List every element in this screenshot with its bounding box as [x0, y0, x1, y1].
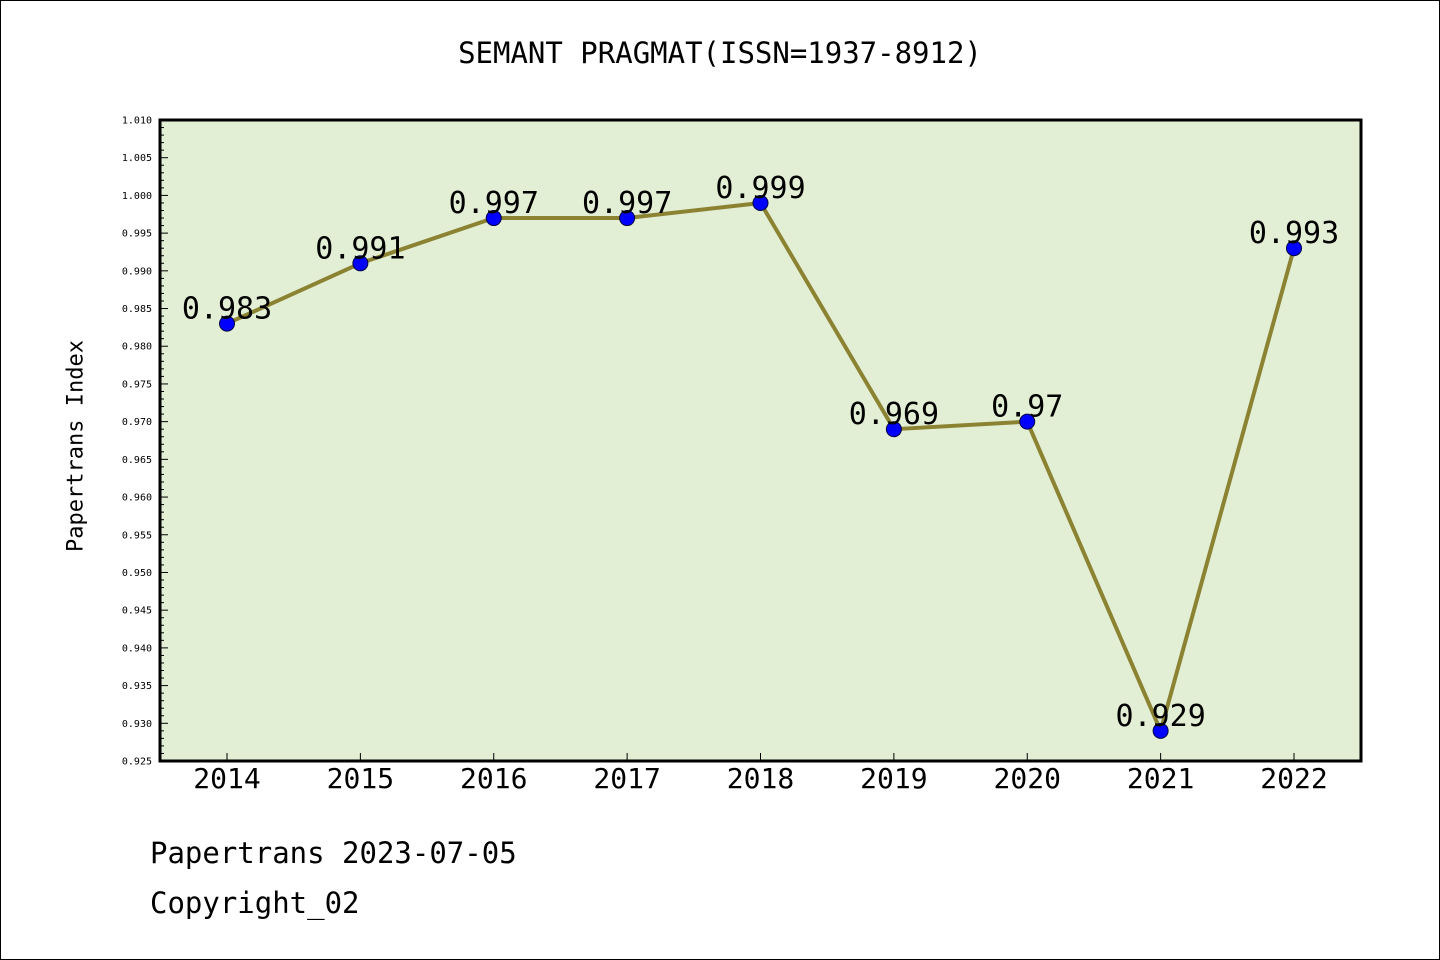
x-tick-label: 2016 — [460, 762, 527, 795]
y-tick-label: 0.985 — [122, 304, 152, 315]
y-tick-label: 0.940 — [122, 643, 152, 654]
y-tick-label: 0.955 — [122, 530, 152, 541]
y-tick-label: 0.935 — [122, 681, 152, 692]
data-label: 0.991 — [315, 231, 405, 266]
x-tick-label: 2020 — [994, 762, 1061, 795]
footer-copyright-text: Copyright_02 — [150, 886, 360, 920]
x-tick-label: 2017 — [593, 762, 660, 795]
series-layer: 0.983 0.991 0.997 0.997 0.999 0.969 0.97 0.929 0… — [182, 171, 1339, 739]
data-label: 0.993 — [1249, 216, 1339, 251]
y-tick-label: 0.950 — [122, 568, 152, 579]
y-tick-label: 0.930 — [122, 719, 152, 730]
y-axis-ticks: 0.925 0.930 0.935 0.940 0.945 0.950 0.955 0.960… — [122, 116, 168, 768]
x-tick-label: 2022 — [1260, 762, 1327, 795]
data-point-marker — [1152, 722, 1169, 739]
x-tick-label: 2014 — [193, 762, 260, 795]
y-tick-label: 0.990 — [122, 266, 152, 277]
x-tick-label: 2021 — [1127, 762, 1194, 795]
data-point-marker — [485, 210, 502, 227]
y-tick-label: 0.980 — [122, 342, 152, 353]
data-label: 0.983 — [182, 292, 272, 327]
data-label: 0.997 — [449, 186, 539, 221]
footer-date-text: Papertrans 2023-07-05 — [150, 836, 517, 870]
x-tick-label: 2018 — [727, 762, 794, 795]
data-point-marker — [885, 421, 902, 438]
chart-title: SEMANT PRAGMAT(ISSN=1937-8912) — [458, 36, 982, 70]
y-tick-label: 0.945 — [122, 606, 152, 617]
y-tick-label: 0.970 — [122, 417, 152, 428]
data-point-marker — [619, 210, 636, 227]
data-label: 0.969 — [849, 397, 939, 432]
data-label: 0.97 — [991, 390, 1063, 425]
y-tick-label: 0.995 — [122, 229, 152, 240]
x-tick-label: 2019 — [860, 762, 927, 795]
data-point-marker — [1019, 413, 1036, 430]
y-tick-label: 0.960 — [122, 493, 152, 504]
data-label: 0.999 — [715, 171, 805, 206]
data-point-marker — [352, 255, 369, 272]
data-point-marker — [219, 315, 235, 332]
plot-border — [158, 118, 1363, 763]
y-tick-label: 1.005 — [122, 153, 152, 164]
y-tick-label: 1.000 — [122, 191, 152, 202]
y-tick-label: 0.965 — [122, 455, 152, 466]
x-tick-label: 2015 — [327, 762, 394, 795]
data-point-marker — [1286, 240, 1302, 257]
y-tick-label: 1.010 — [122, 116, 152, 127]
data-label: 0.929 — [1115, 699, 1205, 734]
y-tick-label: 0.925 — [122, 757, 152, 768]
plot-area — [160, 120, 1361, 761]
data-point-marker — [752, 194, 769, 211]
x-axis-ticks: 2014 2015 2016 2017 2018 2019 2020 2021 2022 — [193, 753, 1328, 795]
y-tick-label: 0.975 — [122, 379, 152, 390]
data-label: 0.997 — [582, 186, 672, 221]
